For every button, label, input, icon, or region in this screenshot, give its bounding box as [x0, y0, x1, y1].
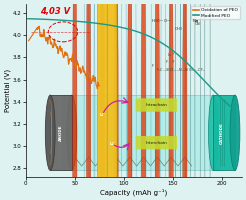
Text: CN: CN — [195, 22, 200, 26]
Circle shape — [114, 0, 118, 200]
Y-axis label: Potential (V): Potential (V) — [4, 69, 11, 112]
Text: H$_3$C—O—: H$_3$C—O— — [152, 17, 173, 25]
Text: F    F: F F — [166, 60, 175, 64]
Text: ANODE: ANODE — [59, 124, 63, 141]
Text: F$_3$C—S(O)$_2$—N—S(O)$_2$—CF$_3$: F$_3$C—S(O)$_2$—N—S(O)$_2$—CF$_3$ — [156, 67, 206, 74]
Circle shape — [155, 0, 159, 200]
Circle shape — [128, 0, 132, 200]
Text: Li⁺: Li⁺ — [109, 142, 115, 146]
Ellipse shape — [45, 95, 55, 170]
FancyBboxPatch shape — [213, 95, 235, 170]
Circle shape — [141, 0, 146, 200]
Text: Intrachain: Intrachain — [145, 103, 167, 107]
Text: Li⁺: Li⁺ — [99, 113, 105, 117]
FancyBboxPatch shape — [50, 95, 72, 170]
Circle shape — [86, 0, 91, 200]
X-axis label: Capacity (mAh g⁻¹): Capacity (mAh g⁻¹) — [100, 188, 167, 196]
FancyBboxPatch shape — [136, 98, 177, 112]
Text: CH$_3$: CH$_3$ — [174, 26, 183, 33]
Ellipse shape — [230, 95, 240, 170]
FancyBboxPatch shape — [136, 136, 177, 149]
FancyBboxPatch shape — [63, 95, 220, 170]
Text: Li$^+$: Li$^+$ — [167, 51, 175, 59]
Text: F: F — [152, 64, 154, 68]
Circle shape — [183, 0, 187, 200]
Circle shape — [169, 0, 173, 200]
Text: 4,03 V: 4,03 V — [40, 7, 71, 16]
Circle shape — [107, 0, 117, 200]
Circle shape — [73, 0, 77, 200]
Legend: Oxidation of PEO, Modified PEO: Oxidation of PEO, Modified PEO — [191, 6, 240, 19]
Circle shape — [100, 0, 105, 200]
Text: N≡: N≡ — [193, 19, 199, 23]
Ellipse shape — [208, 95, 218, 170]
Circle shape — [97, 0, 107, 200]
Ellipse shape — [67, 95, 77, 170]
Text: CATHODE: CATHODE — [220, 122, 224, 144]
Text: Interchain: Interchain — [145, 141, 167, 145]
